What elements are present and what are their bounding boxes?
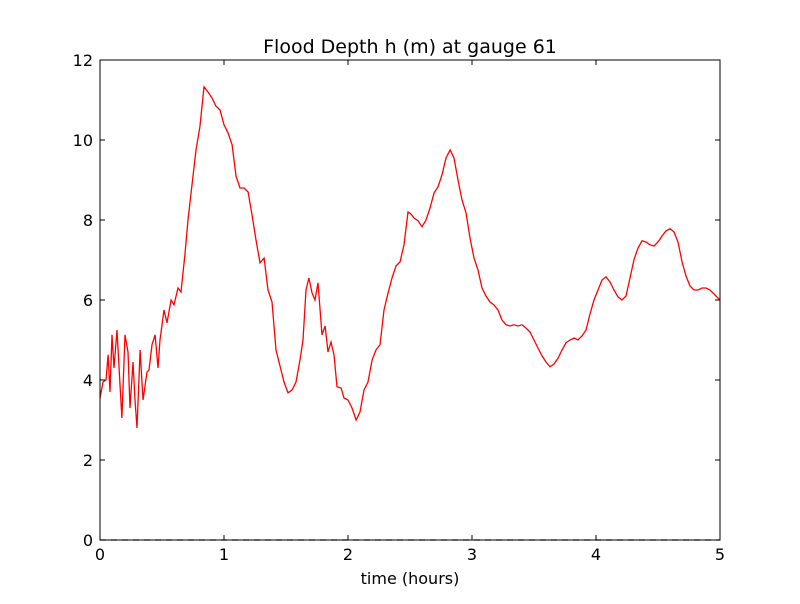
x-tick-label: 2 — [343, 545, 353, 564]
x-tick-label: 3 — [467, 545, 477, 564]
y-tick-label: 6 — [83, 291, 93, 310]
y-tick-label: 0 — [83, 531, 93, 550]
chart-title: Flood Depth h (m) at gauge 61 — [263, 36, 557, 58]
x-tick-label: 4 — [591, 545, 601, 564]
y-tick-label: 12 — [73, 51, 93, 70]
x-tick-label: 1 — [219, 545, 229, 564]
y-tick-label: 2 — [83, 451, 93, 470]
plot-frame — [99, 59, 721, 541]
y-tick-label: 4 — [83, 371, 93, 390]
y-tick-label: 10 — [73, 131, 93, 150]
y-tick-label: 8 — [83, 211, 93, 230]
series-layer — [99, 85, 721, 541]
x-tick-label: 0 — [95, 545, 105, 564]
x-axis-label: time (hours) — [361, 569, 460, 588]
x-tick-label: 5 — [715, 545, 725, 564]
series-line-h — [99, 85, 721, 429]
